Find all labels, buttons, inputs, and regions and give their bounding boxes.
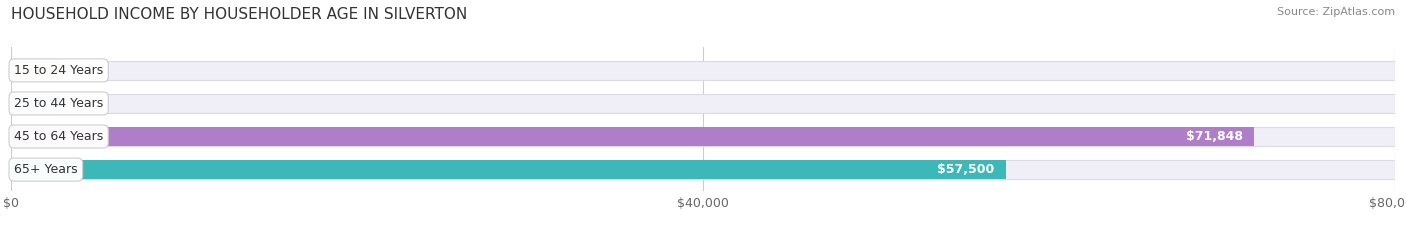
Bar	[11, 94, 1395, 113]
Text: $71,848: $71,848	[1185, 130, 1243, 143]
Bar	[11, 160, 1395, 179]
Text: HOUSEHOLD INCOME BY HOUSEHOLDER AGE IN SILVERTON: HOUSEHOLD INCOME BY HOUSEHOLDER AGE IN S…	[11, 7, 468, 22]
Bar	[11, 160, 1005, 179]
Text: 65+ Years: 65+ Years	[14, 163, 77, 176]
Bar	[11, 127, 1395, 146]
Text: $0: $0	[70, 64, 87, 77]
Bar	[11, 127, 1254, 146]
Bar	[11, 94, 59, 113]
Text: $0: $0	[70, 97, 87, 110]
Text: Source: ZipAtlas.com: Source: ZipAtlas.com	[1277, 7, 1395, 17]
Bar	[11, 61, 1395, 80]
Text: 45 to 64 Years: 45 to 64 Years	[14, 130, 103, 143]
Text: 25 to 44 Years: 25 to 44 Years	[14, 97, 103, 110]
Bar	[11, 61, 59, 80]
Text: 15 to 24 Years: 15 to 24 Years	[14, 64, 103, 77]
Text: $57,500: $57,500	[938, 163, 994, 176]
